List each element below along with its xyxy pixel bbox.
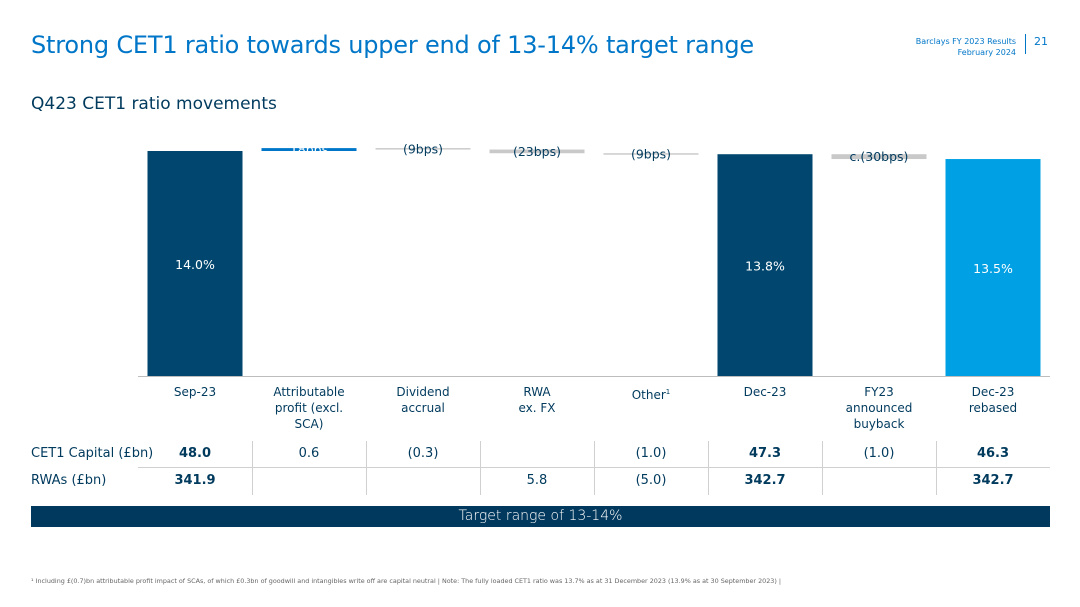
table-cell: (1.0): [635, 446, 667, 461]
table-column-divider: [822, 441, 823, 495]
table-column-divider: [480, 441, 481, 495]
bar-7: [831, 154, 927, 160]
table-column-divider: [594, 441, 595, 495]
page-title: Strong CET1 ratio towards upper end of 1…: [31, 31, 754, 59]
category-label-2: Attributable profit (excl. SCA): [273, 385, 345, 431]
bar-label-1: 14.0%: [175, 257, 215, 272]
table-cell: 46.3: [976, 446, 1010, 461]
table-cell: 342.7: [744, 473, 786, 488]
category-label-6: Dec-23: [743, 385, 787, 399]
table-column-divider: [708, 441, 709, 495]
bar-4: [489, 149, 585, 154]
bar-2: [261, 148, 357, 151]
category-label-8: Dec-23 rebased: [968, 385, 1018, 415]
table-row-label: RWAs (£bn): [31, 473, 107, 488]
chart-subtitle: Q423 CET1 ratio movements: [31, 94, 277, 114]
page-number: 21: [1034, 35, 1048, 48]
bar-6: [717, 154, 813, 376]
footnote: ¹ Including £(0.7)bn attributable profit…: [31, 577, 782, 585]
category-label-5: Other1: [631, 388, 671, 402]
table-cell: (1.0): [863, 446, 895, 461]
bar-5: [603, 153, 699, 155]
bar-label-8: 13.5%: [973, 261, 1013, 276]
category-label-7: FY23 announced buyback: [845, 385, 913, 431]
bar-label-2: 18bps: [290, 142, 328, 157]
source-line-2: February 2024: [957, 48, 1016, 57]
bar-label-5: (9bps): [631, 146, 671, 161]
table-cell: 341.9: [174, 473, 216, 488]
table-column-divider: [366, 441, 367, 495]
source-line-1: Barclays FY 2023 Results: [915, 37, 1016, 46]
table-cell: 5.8: [526, 473, 548, 488]
table-column-divider: [936, 441, 937, 495]
bar-label-3: (9bps): [403, 141, 443, 156]
source-info: Barclays FY 2023 Results February 2024: [916, 36, 1016, 58]
bar-8: [945, 159, 1041, 376]
table-cell: 48.0: [178, 446, 212, 461]
bar-3: [375, 148, 471, 150]
table-cell: (5.0): [635, 473, 667, 488]
bar-label-7: c.(30bps): [850, 149, 909, 164]
category-label-3: Dividend accrual: [396, 385, 450, 415]
table-row-label: CET1 Capital (£bn): [31, 446, 154, 461]
target-range-bar: Target range of 13-14%: [31, 506, 1050, 527]
category-label-1: Sep-23: [173, 385, 217, 399]
bar-label-6: 13.8%: [745, 259, 785, 274]
bar-label-4: (23bps): [513, 144, 561, 159]
waterfall-chart: 14.0% 18bps (9bps) (23bps) (9bps) 13.8% c.(30b…: [138, 141, 1050, 377]
table-cell: 342.7: [972, 473, 1014, 488]
category-label-4: RWA ex. FX: [518, 385, 556, 415]
header-divider: [1025, 34, 1026, 54]
bar-1: [147, 151, 243, 376]
table-column-divider: [252, 441, 253, 495]
table-cell: 47.3: [748, 446, 782, 461]
table-cell: 0.6: [298, 446, 320, 461]
table-cell: (0.3): [407, 446, 439, 461]
